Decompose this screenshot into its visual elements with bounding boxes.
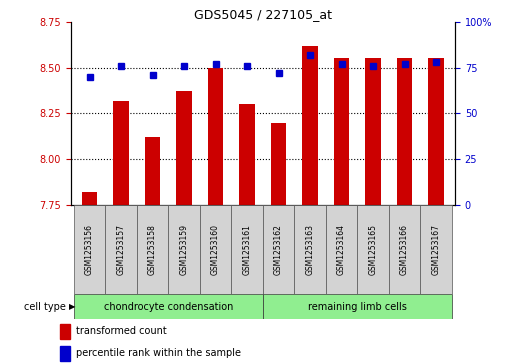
Text: chondrocyte condensation: chondrocyte condensation (104, 302, 233, 312)
Text: GSM1253159: GSM1253159 (179, 224, 188, 275)
Text: GSM1253158: GSM1253158 (148, 224, 157, 275)
Text: GSM1253161: GSM1253161 (243, 224, 252, 275)
Text: GSM1253164: GSM1253164 (337, 224, 346, 275)
Bar (271, 123, 287, 205)
Bar (137, 205, 168, 294)
Bar (294, 205, 326, 294)
Text: GSM1253160: GSM1253160 (211, 224, 220, 275)
Bar (60, 324, 70, 339)
Bar (105, 205, 137, 294)
Text: remaining limb cells: remaining limb cells (308, 302, 407, 312)
Bar (168, 205, 200, 294)
Bar (208, 68, 223, 205)
Bar (74, 205, 105, 294)
Bar (113, 101, 129, 205)
Text: GSM1253162: GSM1253162 (274, 224, 283, 275)
Text: percentile rank within the sample: percentile rank within the sample (76, 348, 241, 358)
Bar (176, 91, 192, 205)
Title: GDS5045 / 227105_at: GDS5045 / 227105_at (194, 8, 332, 21)
Bar (263, 205, 294, 294)
Bar (428, 58, 444, 205)
Text: GSM1253165: GSM1253165 (369, 224, 378, 275)
Text: GSM1253166: GSM1253166 (400, 224, 409, 275)
Bar (263, 294, 452, 319)
Text: GSM1253156: GSM1253156 (85, 224, 94, 275)
Bar (145, 137, 161, 205)
Text: cell type: cell type (24, 302, 65, 312)
Bar (60, 346, 70, 361)
Bar (389, 205, 420, 294)
Bar (365, 58, 381, 205)
Bar (82, 192, 97, 205)
Text: GSM1253167: GSM1253167 (431, 224, 440, 275)
Bar (357, 205, 389, 294)
Bar (397, 58, 413, 205)
Text: transformed count: transformed count (76, 326, 167, 336)
Bar (239, 104, 255, 205)
Bar (420, 205, 452, 294)
Bar (334, 58, 349, 205)
Text: GSM1253157: GSM1253157 (117, 224, 126, 275)
Bar (326, 205, 357, 294)
Text: ▶: ▶ (69, 302, 75, 311)
Bar (231, 205, 263, 294)
Text: GSM1253163: GSM1253163 (305, 224, 314, 275)
Bar (200, 205, 231, 294)
Bar (74, 294, 263, 319)
Bar (302, 46, 318, 205)
